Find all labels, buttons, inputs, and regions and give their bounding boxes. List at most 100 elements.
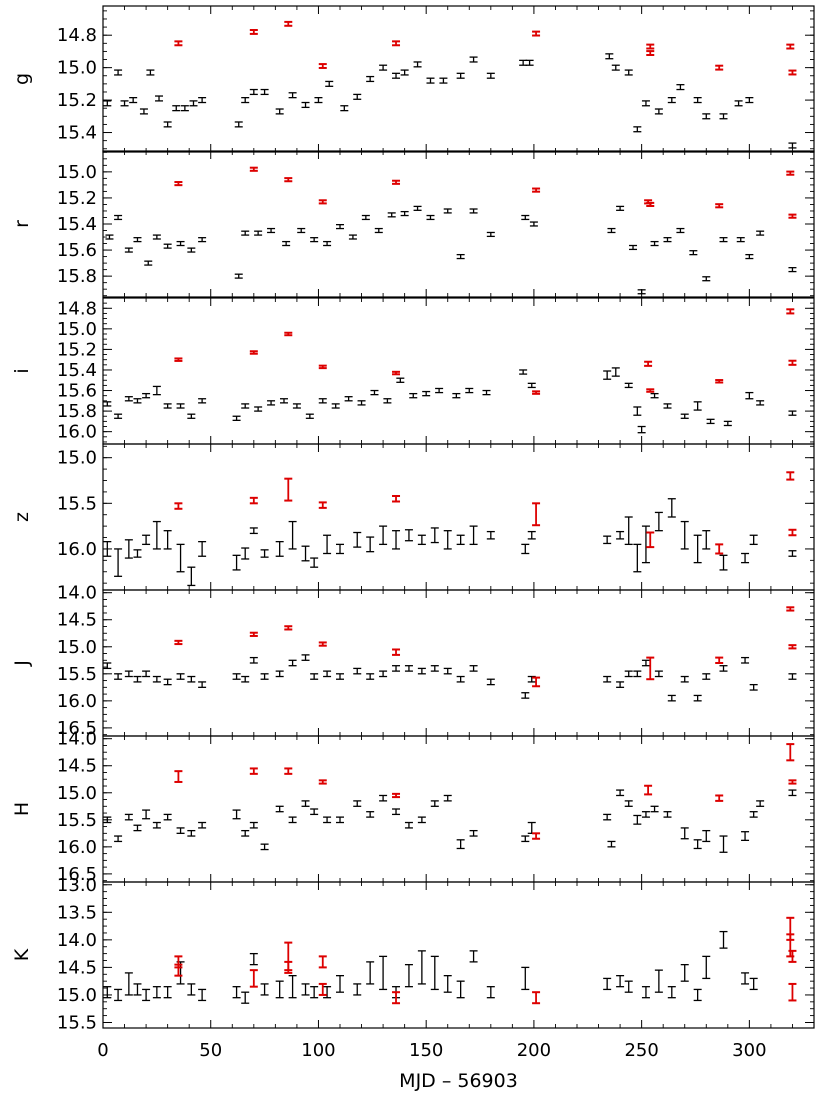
data-point xyxy=(756,400,765,406)
y-tick-label: 16.5 xyxy=(57,864,97,885)
y-axis-label-K: K xyxy=(11,948,33,961)
data-point xyxy=(174,357,183,362)
data-point xyxy=(521,966,530,991)
data-point xyxy=(456,980,465,999)
data-point xyxy=(723,420,732,427)
data-point xyxy=(788,528,797,537)
data-point xyxy=(603,977,612,991)
data-point xyxy=(702,113,711,120)
data-point xyxy=(693,401,702,411)
data-point xyxy=(788,949,797,963)
data-point xyxy=(318,641,327,647)
data-point xyxy=(469,56,478,63)
data-point xyxy=(788,779,797,785)
data-point xyxy=(741,656,750,664)
data-point xyxy=(749,683,758,691)
data-point xyxy=(174,181,183,187)
data-point xyxy=(133,675,142,683)
data-point xyxy=(486,231,495,238)
data-point xyxy=(633,670,642,678)
data-point xyxy=(254,406,263,412)
data-point xyxy=(702,829,711,843)
data-point xyxy=(133,237,142,243)
data-point xyxy=(749,977,758,991)
data-point xyxy=(603,535,612,545)
data-point xyxy=(152,520,161,550)
data-point xyxy=(187,983,196,996)
data-point xyxy=(114,69,123,76)
data-point xyxy=(310,237,319,243)
data-point xyxy=(400,69,409,76)
data-point xyxy=(318,364,327,370)
data-point xyxy=(624,800,633,807)
y-tick-label: 14.0 xyxy=(57,930,97,951)
y-tick-label: 15.0 xyxy=(57,637,97,658)
data-point xyxy=(532,676,541,688)
y-tick-label: 15.0 xyxy=(57,58,97,79)
data-point xyxy=(786,743,795,762)
data-point xyxy=(392,370,401,376)
data-point xyxy=(532,502,541,527)
data-point xyxy=(646,531,655,549)
data-point xyxy=(392,495,401,503)
data-point xyxy=(456,675,465,683)
data-point xyxy=(532,30,541,37)
data-point xyxy=(788,213,797,219)
data-point xyxy=(241,230,250,236)
data-point xyxy=(676,227,685,234)
data-point xyxy=(693,839,702,850)
data-point xyxy=(301,983,310,996)
data-point xyxy=(180,105,189,112)
data-point xyxy=(715,203,724,209)
data-point xyxy=(275,980,284,999)
data-point xyxy=(301,800,310,807)
data-point xyxy=(163,121,172,128)
data-point xyxy=(605,53,614,60)
data-point xyxy=(105,234,114,240)
data-point xyxy=(680,520,689,550)
data-point xyxy=(249,496,258,505)
data-point xyxy=(114,673,123,680)
data-point xyxy=(232,415,241,422)
data-point xyxy=(693,694,702,702)
data-point xyxy=(646,201,655,208)
data-point xyxy=(163,530,172,550)
data-point xyxy=(120,100,129,107)
data-point xyxy=(142,670,151,678)
data-point xyxy=(310,557,319,568)
data-point xyxy=(486,72,495,79)
data-point xyxy=(527,530,536,540)
data-point xyxy=(152,986,161,999)
data-point xyxy=(249,821,258,829)
data-point xyxy=(142,809,151,820)
panel-frame xyxy=(102,150,815,298)
y-tick-label: 14.5 xyxy=(57,756,97,777)
data-point xyxy=(689,250,698,256)
data-point xyxy=(392,40,401,47)
data-point xyxy=(392,648,401,656)
data-point xyxy=(189,100,198,107)
data-point xyxy=(198,540,207,557)
data-point xyxy=(521,214,530,221)
data-point xyxy=(616,205,625,211)
y-tick-label: 15.8 xyxy=(57,266,97,287)
data-point xyxy=(482,389,491,396)
data-point xyxy=(788,644,797,650)
data-point xyxy=(174,40,183,47)
data-point xyxy=(318,501,327,509)
y-tick-label: 16.5 xyxy=(57,718,97,739)
data-point xyxy=(267,400,276,406)
data-point xyxy=(392,991,401,1005)
data-point xyxy=(702,955,711,980)
data-point xyxy=(370,389,379,396)
data-point xyxy=(152,234,161,240)
data-point xyxy=(336,543,344,555)
y-tick-label: 14.5 xyxy=(57,957,97,978)
data-point xyxy=(646,43,655,50)
data-point xyxy=(249,88,258,96)
data-point xyxy=(616,975,625,988)
data-point xyxy=(353,983,362,996)
data-point xyxy=(176,240,185,247)
data-point xyxy=(124,396,133,402)
data-point xyxy=(331,403,340,409)
